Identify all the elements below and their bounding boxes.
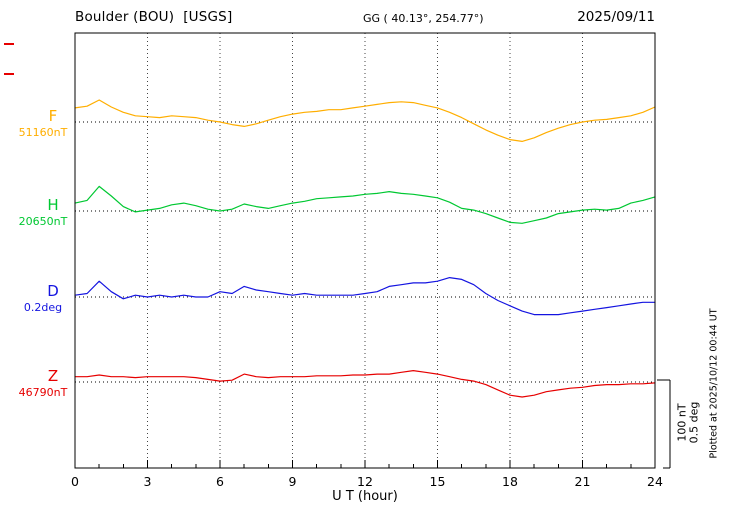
f-trace — [74, 99, 656, 142]
x-tick-label-24: 24 — [647, 474, 663, 489]
x-axis-label: U T (hour) — [332, 489, 398, 504]
h-trace — [74, 185, 656, 224]
plot-date: 2025/09/11 — [577, 9, 655, 25]
x-tick-label-3: 3 — [143, 474, 152, 489]
x-tick-label-9: 9 — [288, 474, 297, 489]
plotted-at-timestamp: Plotted at 2025/10/12 00:44 UT — [708, 308, 720, 459]
x-tick-label-15: 15 — [429, 474, 446, 489]
series-letter-d: D — [47, 282, 59, 300]
scale-label-deg: 0.5 deg — [687, 401, 701, 444]
x-tick-label-21: 21 — [574, 474, 591, 489]
series-baseline-z: 46790nT — [18, 386, 68, 399]
series-baseline-h: 20650nT — [18, 215, 68, 228]
plot-frame — [74, 32, 656, 469]
series-letter-z: Z — [47, 367, 59, 385]
series-baseline-f: 51160nT — [18, 126, 68, 139]
x-tick-label-6: 6 — [216, 474, 224, 489]
x-tick-label-0: 0 — [71, 474, 79, 489]
series-letter-f: F — [48, 107, 58, 125]
series-baseline-d: 0.2deg — [23, 301, 63, 314]
z-trace — [74, 370, 656, 398]
series-letter-h: H — [47, 196, 59, 214]
station-title: Boulder (BOU) [USGS] — [75, 9, 233, 25]
x-tick-label-12: 12 — [357, 474, 373, 489]
d-trace — [74, 277, 656, 316]
x-tick-label-18: 18 — [502, 474, 518, 489]
geo-coordinates: GG ( 40.13°, 254.77°) — [363, 12, 484, 25]
